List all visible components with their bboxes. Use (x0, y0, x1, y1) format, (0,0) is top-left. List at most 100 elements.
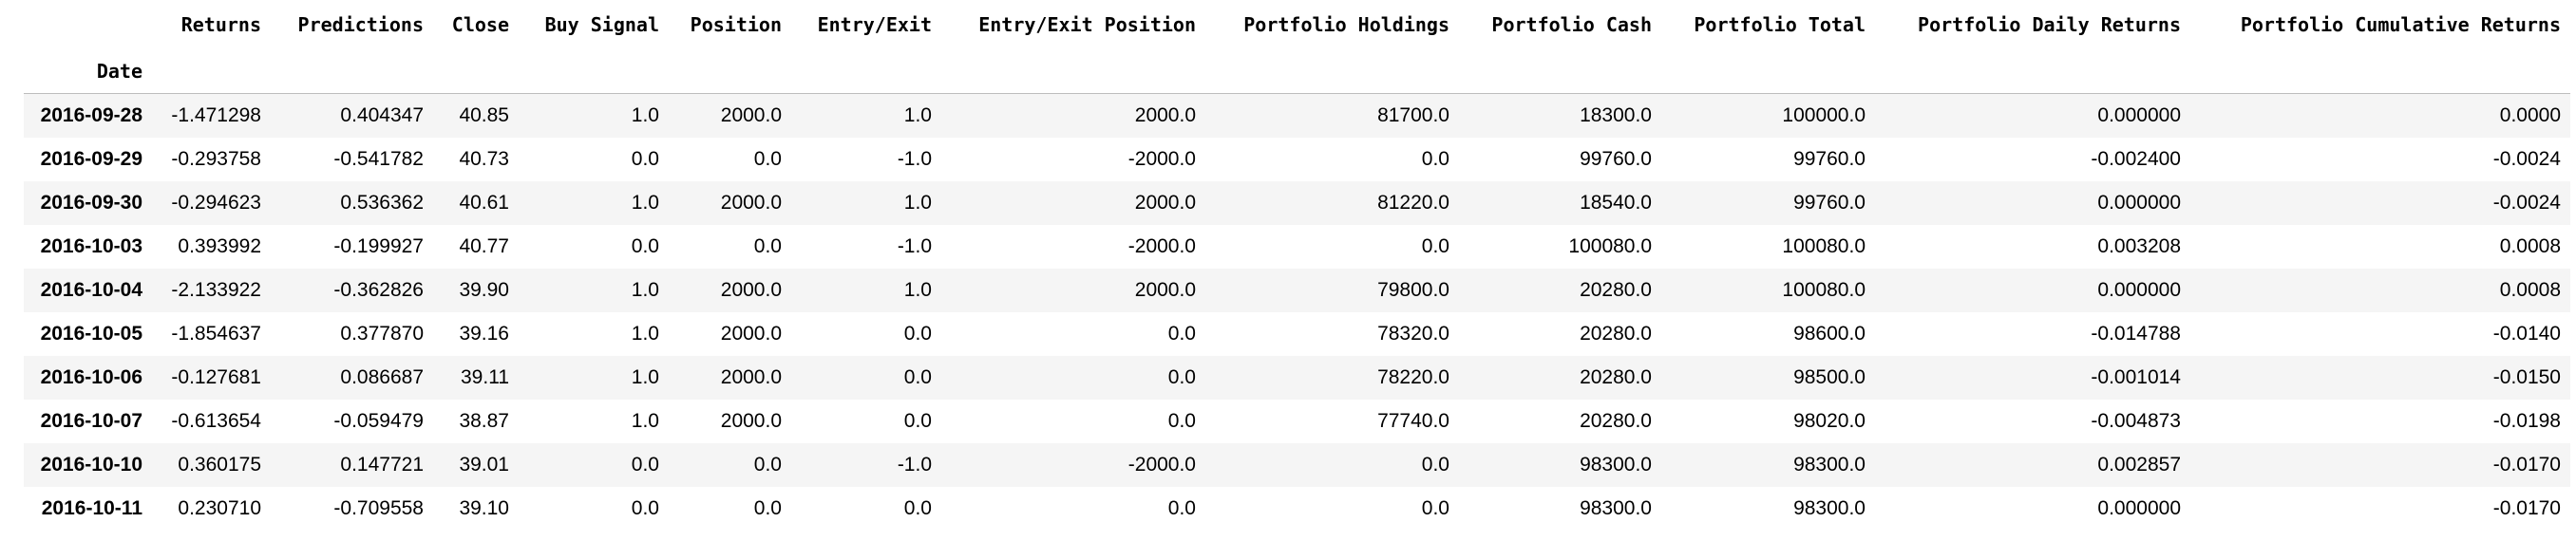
table-cell: 0.377870 (340, 322, 424, 345)
table-cell: -0.001014 (2091, 365, 2181, 388)
row-index: 2016-09-30 (40, 191, 142, 214)
table-cell: -1.854637 (171, 322, 261, 345)
table-cell: 40.85 (459, 103, 509, 126)
table-cell: -1.0 (897, 147, 932, 170)
table-cell: 38.87 (459, 409, 509, 432)
table-cell: 100080.0 (1782, 234, 1866, 257)
table-cell: 98300.0 (1793, 453, 1866, 476)
table-cell: -2000.0 (1127, 234, 1196, 257)
table-cell: -0.0140 (2492, 322, 2561, 345)
table-row: 2016-10-05 -1.854637 0.377870 39.16 1.0 2000.… (24, 312, 2570, 356)
column-header: Position (690, 13, 782, 36)
empty-header (791, 49, 941, 94)
table-cell: 1.0 (631, 191, 659, 214)
table-cell: -2000.0 (1127, 453, 1196, 476)
row-index: 2016-10-05 (40, 322, 142, 345)
table-cell: 0.0 (631, 234, 659, 257)
table-cell: 0.002857 (2097, 453, 2181, 476)
empty-header (2190, 49, 2570, 94)
table-cell: 0.0 (903, 322, 932, 345)
table-body: 2016-09-28 -1.471298 0.404347 40.85 1.0 2000.… (24, 93, 2570, 531)
table-cell: 1.0 (631, 365, 659, 388)
table-cell: -0.127681 (171, 365, 261, 388)
table-row: 2016-10-06 -0.127681 0.086687 39.11 1.0 2000.… (24, 355, 2570, 400)
table-cell: 0.0008 (2499, 278, 2561, 301)
empty-header (669, 49, 791, 94)
table-cell: 0.230710 (178, 496, 261, 519)
table-cell: 1.0 (631, 278, 659, 301)
table-cell: 0.0 (1421, 496, 1449, 519)
column-header: Portfolio Cash (1491, 13, 1652, 36)
empty-header (1875, 49, 2190, 94)
table-cell: -2.133922 (171, 278, 261, 301)
table-cell: 0.360175 (178, 453, 261, 476)
column-header: Portfolio Holdings (1243, 13, 1449, 36)
table-cell: 78320.0 (1377, 322, 1449, 345)
table-cell: -0.0024 (2492, 147, 2561, 170)
table-cell: 78220.0 (1377, 365, 1449, 388)
column-header: Entry/Exit Position (978, 13, 1196, 36)
table-cell: -0.709558 (333, 496, 424, 519)
table-row: 2016-10-07 -0.613654 -0.059479 38.87 1.0 2000… (24, 400, 2570, 443)
table-row: 2016-09-28 -1.471298 0.404347 40.85 1.0 2000.… (24, 93, 2570, 138)
table-row: 2016-09-29 -0.293758 -0.541782 40.73 0.0 0.0 -… (24, 138, 2570, 181)
table-cell: 0.0 (631, 147, 659, 170)
column-header: Buy Signal (544, 13, 659, 36)
table-cell: 98500.0 (1793, 365, 1866, 388)
table-cell: -1.0 (897, 453, 932, 476)
table-cell: 0.404347 (340, 103, 424, 126)
table-cell: 0.0 (631, 496, 659, 519)
table-cell: 0.0 (1421, 147, 1449, 170)
table-cell: 2000.0 (1134, 278, 1196, 301)
row-index: 2016-10-03 (40, 234, 142, 257)
column-header: Portfolio Daily Returns (1918, 13, 2181, 36)
table-cell: 20280.0 (1580, 365, 1652, 388)
table-cell: 0.0 (753, 453, 782, 476)
column-header: Entry/Exit (817, 13, 932, 36)
table-cell: 39.11 (461, 365, 509, 388)
table-cell: 20280.0 (1580, 322, 1652, 345)
table-cell: -0.014788 (2091, 322, 2181, 345)
table-cell: 0.0 (753, 496, 782, 519)
table-cell: 2000.0 (720, 103, 782, 126)
table-cell: 20280.0 (1580, 278, 1652, 301)
column-header: Close (451, 13, 509, 36)
table-cell: 39.01 (459, 453, 509, 476)
table-cell: 0.0 (1167, 409, 1196, 432)
table-cell: 0.000000 (2097, 191, 2181, 214)
table-cell: 2000.0 (720, 191, 782, 214)
table-cell: -0.059479 (333, 409, 424, 432)
table-row: 2016-10-10 0.360175 0.147721 39.01 0.0 0.0 -1.… (24, 442, 2570, 487)
table-cell: 0.393992 (178, 234, 261, 257)
table-cell: 40.73 (459, 147, 509, 170)
table-cell: -0.004873 (2091, 409, 2181, 432)
table-row: 2016-10-11 0.230710 -0.709558 39.10 0.0 0.0 0.… (24, 487, 2570, 531)
empty-header (1205, 49, 1459, 94)
table-cell: 98600.0 (1793, 322, 1866, 345)
table-cell: -1.0 (897, 234, 932, 257)
table-cell: 0.003208 (2097, 234, 2181, 257)
table-row: 2016-10-04 -2.133922 -0.362826 39.90 1.0 2000… (24, 268, 2570, 312)
table-cell: -0.002400 (2091, 147, 2181, 170)
table-cell: 18540.0 (1580, 191, 1652, 214)
column-header: Portfolio Total (1694, 13, 1866, 36)
table-cell: 98300.0 (1793, 496, 1866, 519)
table-cell: 2000.0 (720, 409, 782, 432)
row-index: 2016-09-29 (40, 147, 142, 170)
table-cell: -0.293758 (171, 147, 261, 170)
table-cell: 0.000000 (2097, 278, 2181, 301)
row-index: 2016-10-07 (40, 409, 142, 432)
table-cell: 0.147721 (340, 453, 424, 476)
table-cell: 2000.0 (1134, 103, 1196, 126)
table-cell: 0.0 (1421, 453, 1449, 476)
table-cell: 20280.0 (1580, 409, 1652, 432)
table-cell: 40.77 (459, 234, 509, 257)
empty-header (1459, 49, 1661, 94)
empty-header (519, 49, 669, 94)
table-cell: 1.0 (903, 278, 932, 301)
table-cell: 0.0 (1421, 234, 1449, 257)
table-cell: 39.16 (459, 322, 509, 345)
table-cell: 0.0000 (2499, 103, 2561, 126)
table-cell: 1.0 (631, 103, 659, 126)
table-cell: 99760.0 (1793, 147, 1866, 170)
